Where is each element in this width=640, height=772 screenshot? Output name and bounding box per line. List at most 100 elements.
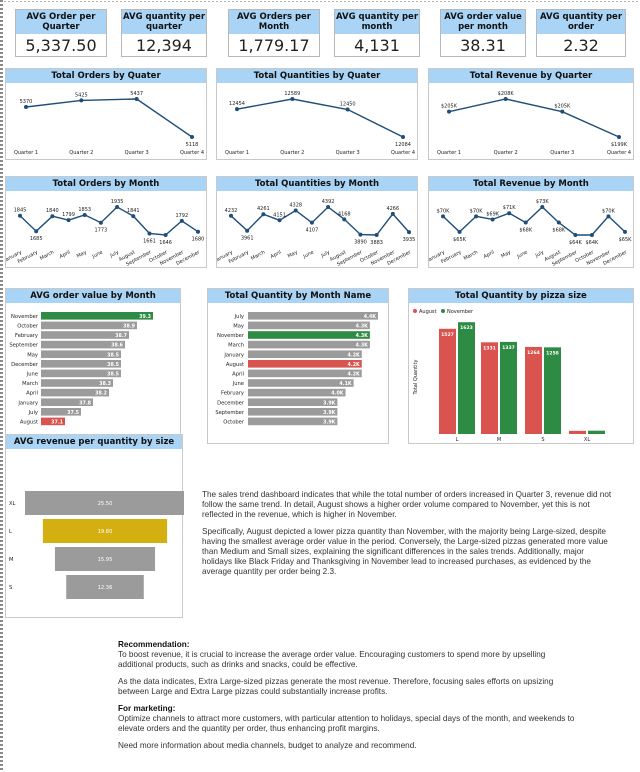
data-point: [556, 220, 561, 225]
bar: [41, 321, 137, 330]
data-label: $208K: [498, 91, 515, 97]
data-point: [474, 214, 479, 219]
data-label: 12450: [340, 101, 356, 107]
series-line: [25, 98, 193, 138]
data-point: [407, 230, 411, 235]
data-label: 37.8: [79, 400, 91, 406]
x-tick-label: Quarter 4: [391, 150, 415, 156]
x-tick-label: July: [108, 249, 120, 259]
data-label: 38.7: [115, 333, 127, 339]
data-point: [179, 218, 184, 223]
y-tick-label: August: [226, 362, 244, 368]
data-label: 38.5: [107, 352, 119, 358]
data-label: 1841: [127, 208, 140, 214]
x-tick-label: April: [59, 249, 72, 260]
data-point: [79, 98, 84, 103]
data-label: 4266: [386, 206, 399, 212]
y-tick-label: January: [223, 352, 244, 358]
x-tick-label: Quarter 2: [280, 150, 304, 156]
data-label: 12.36: [98, 585, 113, 591]
data-label: 1646: [159, 240, 172, 246]
marketing-paragraph: Optimize channels to attract more custom…: [118, 714, 575, 733]
data-label: 4392: [322, 199, 335, 205]
avg-revenue-per-quantity-by-size-plot: XL 25.50 L 19.80 M 15.95 S 12.36: [9, 491, 184, 599]
x-tick-label: Quarter 3: [125, 150, 149, 156]
data-label: 4.2K: [348, 362, 360, 368]
data-label: 4328: [289, 203, 302, 209]
data-label: $70K: [470, 208, 484, 214]
bar: [525, 346, 542, 434]
data-point: [190, 135, 194, 139]
kpi-card-avg-order-value-month: AVG order value per month 38.31: [440, 9, 526, 57]
bar: [248, 388, 346, 397]
analysis-text: The sales trend dashboard indicates that…: [202, 490, 614, 584]
y-tick-label: S: [9, 585, 12, 591]
data-label: $205K: [441, 104, 458, 110]
revenue-by-month-chart: $70K January $65K February $70K March $69K Apri…: [428, 176, 634, 268]
data-label: 3883: [370, 240, 383, 246]
data-label: $68K: [519, 228, 533, 234]
data-label: 3.9K: [323, 400, 335, 406]
y-tick-label: May: [233, 324, 244, 330]
y-tick-label: October: [223, 420, 245, 426]
y-tick-label: November: [217, 333, 245, 339]
quantity-by-pizza-size-plot: August November Total Quantity 1527 1623 L 133…: [413, 309, 605, 443]
kpi-value: 5,337.50: [25, 36, 97, 55]
data-label: $70K: [602, 208, 616, 214]
y-tick-label: October: [17, 324, 39, 330]
revenue-by-month-plot: $70KJanuary$65KFebruary$70KMarch$69KApri…: [429, 199, 632, 268]
data-point: [342, 217, 347, 222]
data-label: 1792: [175, 213, 188, 219]
series-line: [230, 206, 410, 236]
kpi-label: AVG Order per Quarter: [16, 10, 106, 34]
chart-title: Total Revenue by Quarter: [429, 69, 633, 83]
kpi-value: 38.31: [460, 36, 506, 55]
data-point: [358, 232, 363, 237]
bar: [248, 398, 338, 406]
y-tick-label: December: [11, 362, 39, 368]
data-label: 38.9: [123, 324, 135, 330]
y-tick-label: September: [9, 343, 39, 349]
data-label: 1258: [546, 350, 559, 356]
x-tick-label: June: [91, 249, 104, 260]
data-point: [573, 233, 578, 237]
data-label: 15.95: [98, 557, 113, 563]
x-tick-label: Quarter 1: [437, 150, 461, 156]
series-line: [442, 206, 626, 236]
bar: [458, 322, 475, 434]
orders-by-quarter-plot: 5370 Quarter 1 5425 Quarter 2 5437 Quarter 3 5…: [14, 91, 204, 156]
x-tick-label: XL: [584, 437, 590, 443]
chart-title: AVG order value by Month: [6, 289, 180, 303]
x-tick-label: March: [39, 249, 55, 261]
kpi-card-avg-quantity-order: AVG quantity per order 2.32: [536, 9, 626, 57]
data-label: 4.4K: [364, 314, 376, 320]
quantity-by-month-name-plot: July 4.4K May 4.3K November 4.3K March 4.3K Janu…: [215, 312, 378, 426]
recommendation-paragraph: As the data indicates, Extra Large-sized…: [118, 677, 554, 696]
data-point: [507, 211, 512, 216]
data-point: [374, 233, 379, 237]
x-tick-label: June: [515, 249, 528, 260]
data-point: [82, 212, 87, 217]
data-point: [617, 135, 621, 139]
chart-title: Total Orders by Month: [6, 177, 206, 191]
data-point: [147, 231, 152, 236]
data-point: [326, 205, 331, 209]
y-tick-label: April: [232, 372, 244, 378]
y-tick-label: August: [20, 420, 38, 426]
data-label: $69K: [486, 211, 500, 217]
chart-title: AVG revenue per quantity by size: [6, 435, 182, 449]
data-label: 3935: [403, 237, 416, 243]
recommendation-paragraph: To boost revenue, it is crucial to incre…: [118, 650, 546, 669]
data-label: 4.3K: [356, 333, 368, 339]
kpi-value: 2.32: [563, 36, 599, 55]
data-label: 4.2K: [348, 352, 360, 358]
orders-by-month-plot: 1845January1685February1840March1799Apri…: [6, 199, 204, 268]
x-tick-label: L: [456, 437, 459, 443]
data-point: [503, 97, 508, 101]
data-point: [235, 107, 239, 112]
data-label: 4.0K: [331, 391, 343, 397]
quantity-by-pizza-size-chart: August November Total Quantity 1527 1623 L 133…: [408, 288, 634, 444]
y-tick-label: July: [28, 410, 38, 416]
bar: [248, 350, 362, 358]
data-label: 4232: [225, 208, 238, 214]
